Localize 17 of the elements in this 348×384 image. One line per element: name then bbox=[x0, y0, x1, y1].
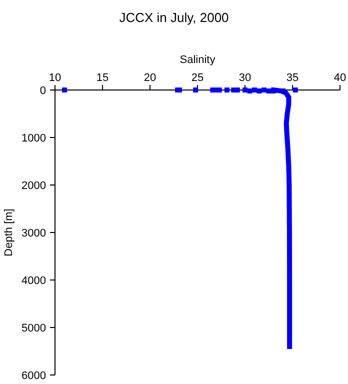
y-tick-label: 1000 bbox=[22, 132, 46, 144]
y-tick-label: 2000 bbox=[22, 180, 46, 192]
x-axis-title: Salinity bbox=[180, 54, 216, 66]
x-tick-label: 20 bbox=[144, 72, 156, 84]
x-tick-label: 15 bbox=[96, 72, 109, 84]
y-tick-label: 0 bbox=[40, 84, 46, 97]
y-axis-title: Depth [m] bbox=[3, 208, 15, 256]
chart-title: JCCX in July, 2000 bbox=[119, 10, 229, 25]
y-tick-label: 4000 bbox=[22, 274, 46, 287]
y-tick-label: 5000 bbox=[22, 322, 46, 334]
x-tick-label: 25 bbox=[191, 72, 204, 84]
y-tick-label: 6000 bbox=[22, 370, 46, 382]
x-tick-label: 40 bbox=[334, 72, 346, 84]
y-tick-label: 3000 bbox=[22, 227, 46, 240]
x-tick-label: 10 bbox=[48, 72, 62, 84]
x-tick-label: 35 bbox=[286, 72, 299, 84]
x-tick-label: 30 bbox=[238, 72, 252, 84]
